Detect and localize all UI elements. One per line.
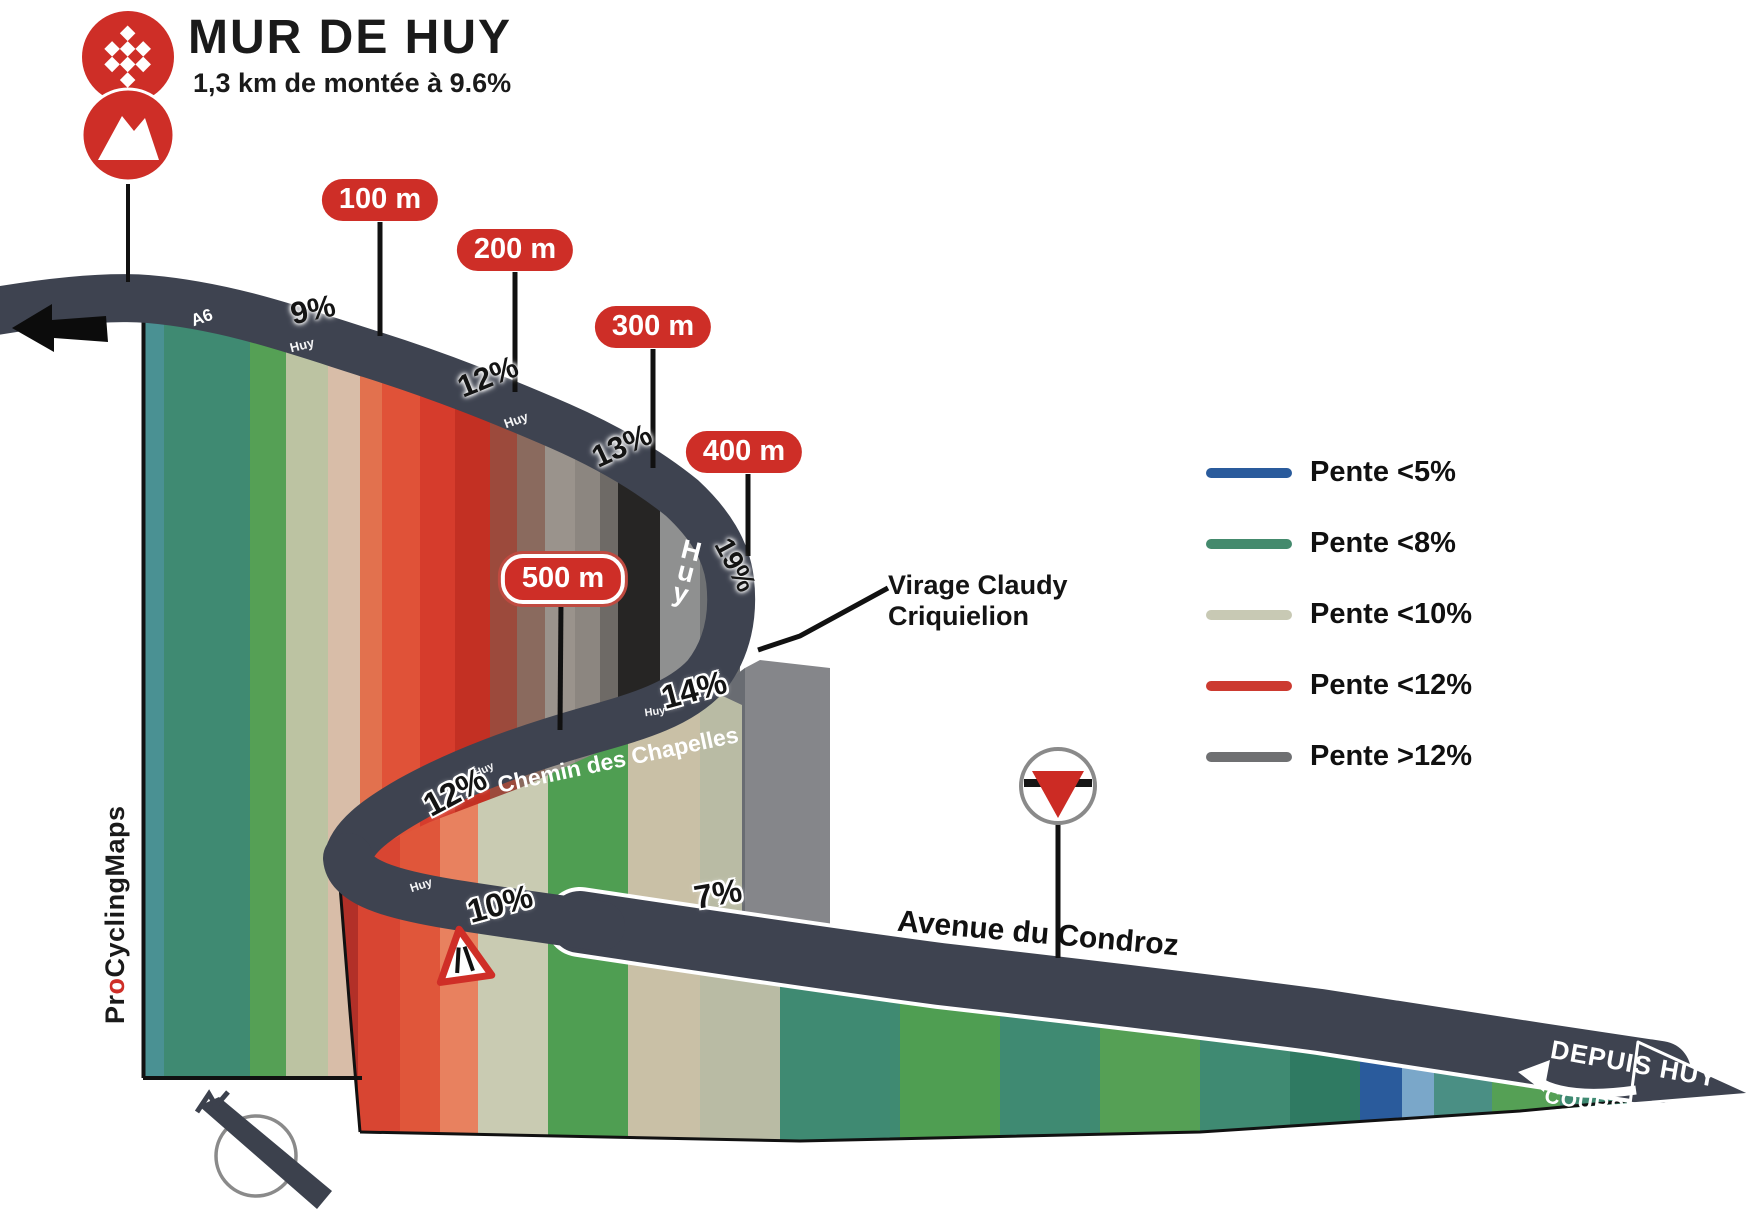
badge-300m: 300 m [594,306,712,348]
legend-label-under12: Pente <12% [1310,669,1473,701]
legend-swatch-under12 [1206,680,1292,691]
virage-callout-line [757,585,890,653]
legend-swatch-under8 [1206,538,1292,549]
slope-label-7: 7% [691,871,745,916]
road-narrows-icon [436,925,496,986]
slope-legend: Pente <5% Pente <8% Pente <10% Pente <12… [1206,437,1472,792]
badge-500m: 500 m [500,554,626,604]
credit-procyclingmaps: ProCyclingMaps [100,805,131,1024]
credit-part1: Pr [100,994,130,1024]
block-borders [141,302,1703,1143]
page-title: MUR DE HUY [188,11,513,64]
credit-part2: CyclingMaps [100,805,130,978]
avenue-road [323,833,1752,1107]
climb-road [0,274,756,882]
legend-label-under8: Pente <8% [1310,527,1456,559]
legend-swatch-under10 [1206,609,1292,620]
legend-row-12: Pente <12% [1206,650,1472,721]
badge-400m: 400 m [685,431,803,473]
finish-checker-icon [82,11,174,103]
legend-row-over12: Pente >12% [1206,721,1472,792]
legend-row-5: Pente <5% [1206,437,1472,508]
legend-swatch-over12 [1206,751,1292,762]
page-subtitle: 1,3 km de montée à 9.6% [193,68,512,98]
legend-label-over12: Pente >12% [1310,740,1473,772]
mountain-icon [80,87,176,183]
badge-100m: 100 m [321,179,439,221]
legend-row-8: Pente <8% [1206,508,1472,579]
legend-row-10: Pente <10% [1206,579,1472,650]
compass-icon [194,1089,332,1209]
yield-sign-icon [1019,747,1097,958]
legend-label-under5: Pente <5% [1310,456,1456,488]
badge-200m: 200 m [456,229,574,271]
legend-label-under10: Pente <10% [1310,598,1473,630]
virage-callout: Virage Claudy Criquielion [888,570,1068,632]
marker-poles [126,184,751,731]
virage-line2: Criquielion [888,601,1029,631]
credit-logo-o: o [100,977,130,995]
direction-arrow-icon [1518,1060,1637,1098]
legend-swatch-under5 [1206,467,1292,478]
virage-line1: Virage Claudy [888,570,1068,600]
left-arrow-icon [12,304,108,352]
